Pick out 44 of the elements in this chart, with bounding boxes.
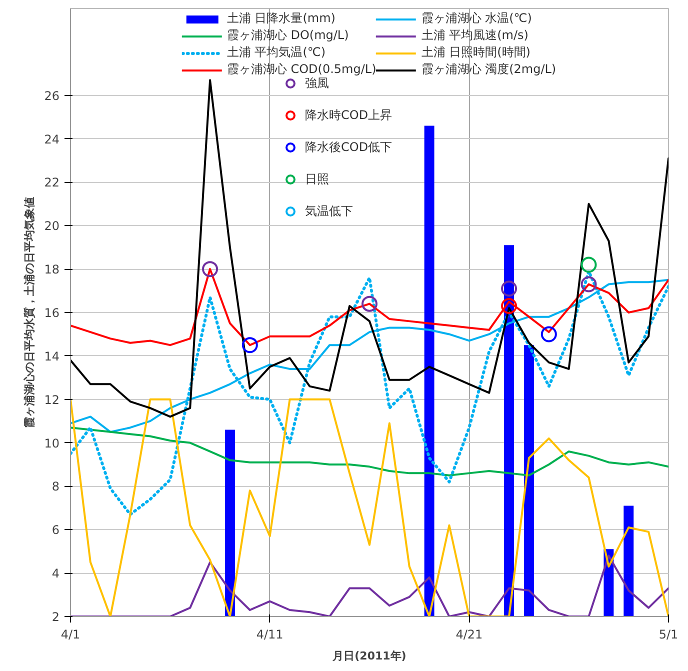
line-series [70,79,668,418]
legend-label: 降水後COD低下 [305,138,392,156]
legend-label: 日照 [305,170,329,188]
legend-label: 土浦 平均気温(℃) [226,44,326,61]
y-tick-label: 8 [52,480,60,494]
legend-label: 降水時COD上昇 [305,106,392,124]
point [501,298,518,314]
y-axis-title: 霞ヶ浦湖心の日平均水質，土浦の日平均気象値 [23,197,36,428]
y-tick-label: 14 [44,349,60,364]
legend-label: 土浦 日降水量(mm) [226,10,336,27]
point [362,296,378,312]
y-tick-label: 16 [44,306,60,320]
point [580,256,597,273]
y-tick-label: 6 [52,523,60,538]
legend-label: 霞ヶ浦湖心 DO(mg/L) [226,27,349,44]
point [202,261,218,278]
legend-label: 気温低下 [305,202,353,220]
x-tick-label: 5/1 [658,628,678,642]
y-tick-label: 10 [44,436,60,450]
point [540,326,557,342]
x-tick-label: 4/1 [60,628,80,642]
y-tick-label: 24 [44,132,60,146]
legend-label: 土浦 日照時間(時間) [421,44,530,61]
point [501,280,518,297]
x-axis-title: 月日(2011年) [332,650,406,662]
line-series [70,268,668,346]
y-tick-label: 20 [44,219,60,234]
y-tick-label: 4 [52,566,60,581]
point [580,276,597,292]
legend-label: 霞ヶ浦湖心 COD(0.5mg/L) [226,61,376,77]
point [242,337,258,354]
line-series [70,426,668,476]
legend-label: 土浦 平均風速(m/s) [421,27,528,44]
line-series [70,270,668,516]
y-tick-label: 12 [44,392,60,407]
x-tick-label: 4/21 [456,628,483,642]
y-tick-label: 26 [44,88,60,103]
y-tick-label: 2 [52,610,60,624]
legend-label: 強風 [305,76,329,92]
x-tick-label: 4/11 [256,628,284,642]
legend-label: 霞ヶ浦湖心 濁度(2mg/L) [421,61,556,78]
y-tick-label: 22 [44,176,60,190]
y-tick-label: 18 [44,262,60,277]
legend-label: 霞ヶ浦湖心 水温(℃) [421,10,532,27]
